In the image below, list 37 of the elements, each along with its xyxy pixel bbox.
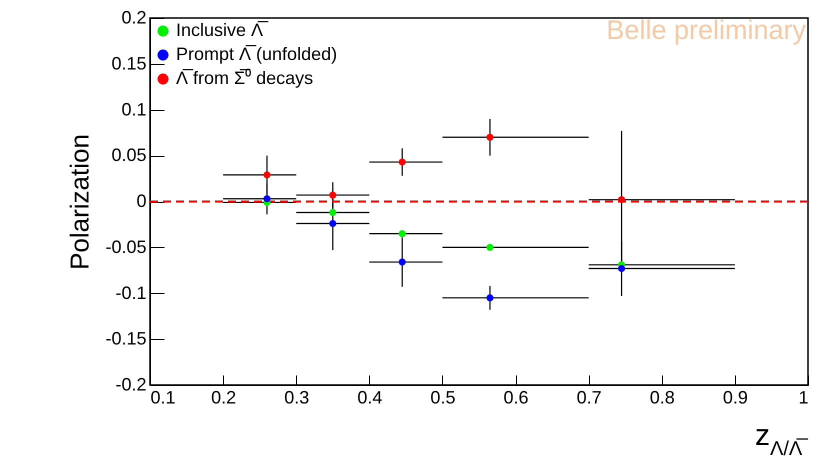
y-tick-label: -0.1	[115, 282, 146, 303]
legend-label: Λ̅ from Σ̅⁰ decays	[176, 68, 314, 88]
point	[618, 264, 626, 272]
legend-label: Prompt Λ̅ (unfolded)	[176, 44, 338, 64]
point	[398, 158, 406, 166]
legend-label: Inclusive Λ̅	[176, 20, 270, 40]
x-tick-label: 0.7	[576, 388, 602, 408]
point	[329, 192, 336, 199]
x-tick-label: 0.9	[722, 388, 748, 408]
y-tick-label: 0.2	[121, 8, 146, 28]
point	[398, 230, 406, 238]
y-tick-label: -0.2	[115, 374, 146, 394]
point	[486, 294, 494, 302]
point	[329, 220, 336, 228]
point	[398, 258, 406, 266]
x-tick-label: 0.8	[650, 388, 675, 408]
y-tick-label: 0.05	[111, 145, 146, 166]
x-tick-label: 0.6	[504, 388, 529, 408]
x-tick-label: 0.1	[150, 388, 176, 408]
point	[618, 196, 626, 204]
x-tick-label: 0.3	[284, 388, 310, 408]
point	[486, 244, 494, 251]
x-tick-label: 1	[798, 388, 808, 408]
y-tick-label: 0	[136, 191, 146, 211]
point	[329, 208, 336, 216]
x-tick-label: 0.2	[211, 388, 236, 408]
y-tick-label: -0.15	[105, 328, 146, 349]
y-tick-label: -0.05	[105, 236, 146, 257]
x-tick-label: 0.5	[430, 388, 456, 408]
point	[263, 171, 271, 178]
point	[263, 195, 271, 202]
annotation: Belle preliminary	[606, 15, 806, 45]
x-tick-label: 0.4	[357, 388, 382, 408]
y-tick-label: 0.15	[111, 53, 146, 74]
y-tick-label: 0.1	[121, 99, 146, 120]
y-axis-title: Polarization	[64, 134, 94, 270]
point	[486, 134, 494, 141]
